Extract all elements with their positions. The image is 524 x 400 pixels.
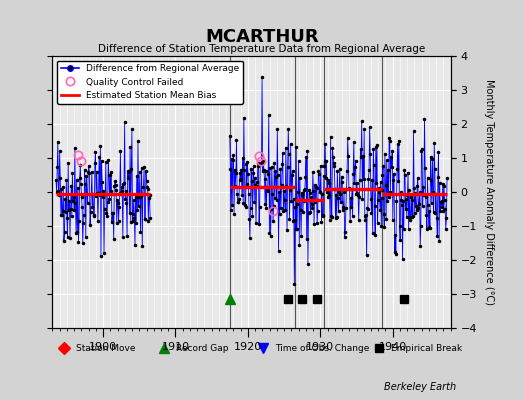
Text: Berkeley Earth: Berkeley Earth (384, 382, 456, 392)
Text: Time of Obs. Change: Time of Obs. Change (276, 344, 370, 353)
Text: Difference of Station Temperature Data from Regional Average: Difference of Station Temperature Data f… (99, 44, 425, 54)
Y-axis label: Monthly Temperature Anomaly Difference (°C): Monthly Temperature Anomaly Difference (… (484, 79, 494, 305)
Text: Station Move: Station Move (77, 344, 136, 353)
Text: Empirical Break: Empirical Break (391, 344, 462, 353)
Text: MCARTHUR: MCARTHUR (205, 28, 319, 46)
Legend: Difference from Regional Average, Quality Control Failed, Estimated Station Mean: Difference from Regional Average, Qualit… (57, 60, 243, 104)
Text: Record Gap: Record Gap (176, 344, 228, 353)
